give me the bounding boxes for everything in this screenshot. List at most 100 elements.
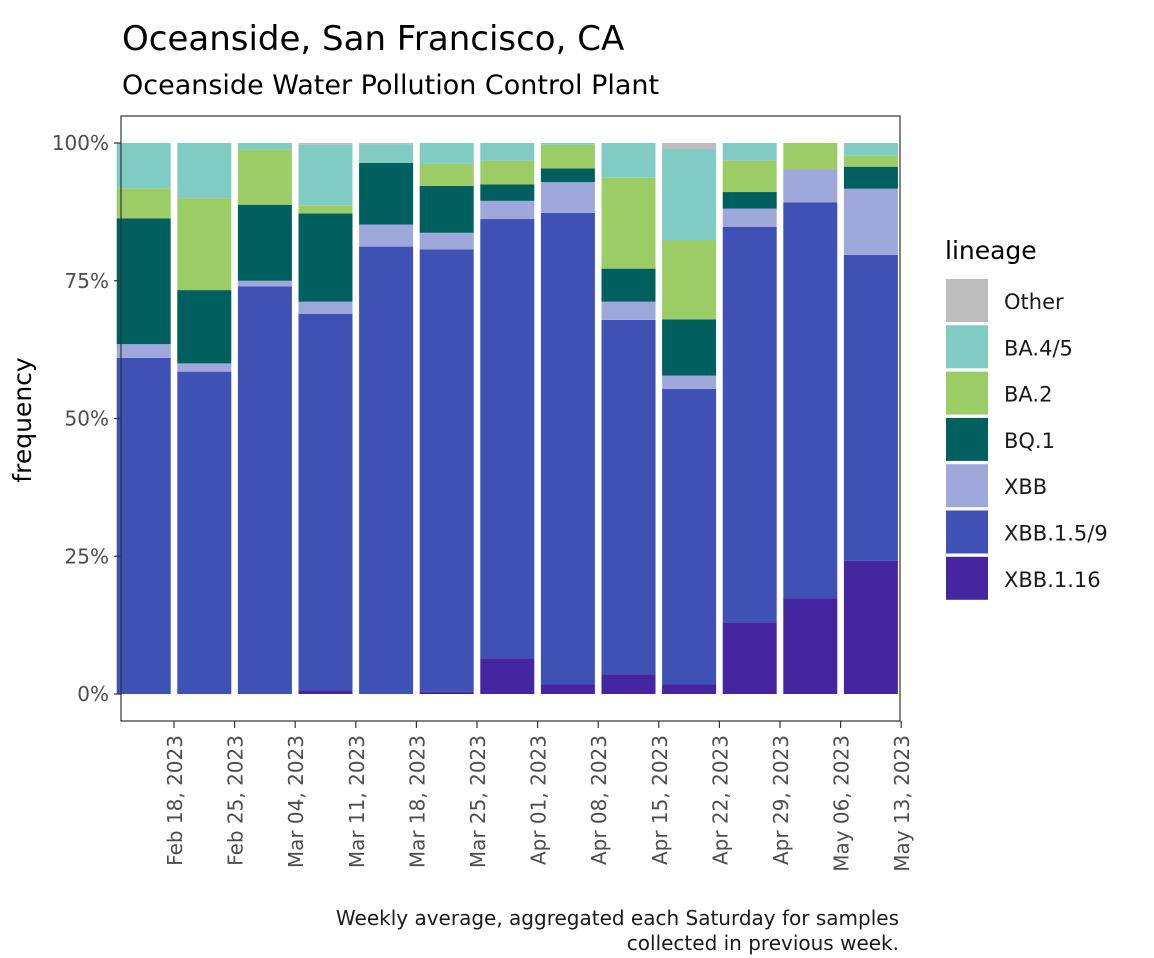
bar-segment-ba-2-5	[419, 163, 474, 186]
bar-segment-xbb-1-16-11	[783, 598, 838, 694]
legend-key-ba-4-5	[946, 325, 988, 369]
y-tick-label-3: 75%	[65, 269, 109, 293]
chart-subtitle: Oceanside Water Pollution Control Plant	[122, 70, 659, 101]
bar-segment-ba-4-5-12	[843, 143, 898, 156]
bar-segment-ba-2-1	[177, 198, 232, 291]
bar-segment-ba-2-11	[783, 143, 838, 170]
bar-segment-ba-2-6	[480, 160, 535, 185]
bar-segment-xbb-4	[359, 224, 414, 247]
legend-key-xbb-1-16	[946, 556, 988, 600]
x-axis: Feb 18, 2023 Feb 25, 2023 Mar 04, 2023 Mar …	[163, 721, 914, 872]
x-tick-label-5: Mar 25, 2023	[466, 735, 490, 868]
bar-segment-ba-4-5-9	[662, 149, 717, 241]
bar-segment-xbb-1-16-5	[419, 691, 474, 694]
bar-segment-other-4	[359, 143, 414, 145]
legend-key-ba-2	[946, 371, 988, 415]
bar-segment-bq-1-9	[662, 319, 717, 376]
bar-segment-xbb-1-5-9-7	[540, 212, 595, 685]
bars-layer	[116, 143, 898, 694]
legend: lineage Other BA.4/5 BA.2 BQ.1 XBB XBB.1.5/9 X…	[945, 236, 1108, 600]
legend-key-xbb	[946, 464, 988, 508]
x-tick-label-0: Feb 18, 2023	[163, 735, 187, 866]
legend-label-xbb-1-16: XBB.1.16	[1004, 568, 1101, 592]
bar-segment-ba-2-12	[843, 155, 898, 167]
bar-segment-ba-4-5-7	[540, 143, 595, 145]
bar-segment-ba-2-8	[601, 177, 656, 269]
x-tick-label-8: Apr 15, 2023	[648, 735, 672, 865]
bar-segment-bq-1-4	[359, 162, 414, 225]
bar-segment-xbb-1-5-9-8	[601, 319, 656, 675]
bar-segment-ba-4-5-4	[359, 144, 414, 163]
legend-label-other: Other	[1004, 290, 1064, 314]
bar-segment-xbb-1-5-9-5	[419, 249, 474, 692]
bar-segment-ba-4-5-10	[722, 143, 777, 161]
bar-segment-ba-4-5-1	[177, 143, 232, 199]
bar-segment-ba-4-5-2	[237, 143, 292, 150]
legend-label-xbb-1-5-9: XBB.1.5/9	[1004, 522, 1108, 546]
bar-segment-xbb-11	[783, 169, 838, 203]
bar-segment-ba-2-3	[298, 205, 353, 214]
x-tick-label-3: Mar 11, 2023	[345, 735, 369, 868]
bar-segment-xbb-1-16-6	[480, 658, 535, 694]
chart-title: Oceanside, San Francisco, CA	[122, 19, 624, 59]
legend-key-bq-1	[946, 417, 988, 461]
legend-key-xbb-1-5-9	[946, 510, 988, 554]
bar-segment-bq-1-6	[480, 184, 535, 201]
bar-segment-bq-1-3	[298, 213, 353, 302]
x-tick-label-12: May 13, 2023	[890, 735, 914, 872]
bar-segment-xbb-1-5-9-11	[783, 202, 838, 599]
bar-segment-xbb-3	[298, 301, 353, 314]
bar-segment-ba-2-0	[116, 188, 171, 219]
legend-items: Other BA.4/5 BA.2 BQ.1 XBB XBB.1.5/9 XBB.1.16	[946, 279, 1108, 600]
legend-label-ba-2: BA.2	[1004, 383, 1052, 407]
bar-segment-bq-1-0	[116, 218, 171, 345]
bar-segment-bq-1-1	[177, 290, 232, 364]
x-tick-label-11: May 06, 2023	[830, 735, 854, 872]
x-tick-label-9: Apr 22, 2023	[708, 735, 732, 865]
y-axis-label: frequency	[8, 357, 37, 483]
bar-segment-xbb-1	[177, 363, 232, 372]
bar-segment-xbb-1-5-9-9	[662, 388, 717, 685]
bar-segment-xbb-1-5-9-1	[177, 371, 232, 694]
bar-segment-xbb-8	[601, 301, 656, 320]
bar-segment-bq-1-7	[540, 168, 595, 183]
bar-segment-bq-1-8	[601, 268, 656, 302]
bar-segment-xbb-6	[480, 200, 535, 220]
legend-title: lineage	[945, 236, 1037, 265]
bar-segment-xbb-1-5-9-4	[359, 246, 414, 694]
bar-segment-xbb-1-5-9-3	[298, 313, 353, 691]
y-tick-label-4: 100%	[52, 131, 109, 155]
y-tick-label-1: 25%	[65, 544, 109, 568]
bar-segment-xbb-1-16-10	[722, 622, 777, 694]
bar-segment-ba-2-9	[662, 240, 717, 320]
bar-segment-xbb-7	[540, 182, 595, 213]
y-axis: 0% 25% 50% 75% 100%	[52, 131, 121, 706]
bar-segment-xbb-9	[662, 375, 717, 389]
x-tick-label-7: Apr 08, 2023	[587, 735, 611, 865]
bar-segment-xbb-12	[843, 188, 898, 255]
bar-segment-ba-4-5-6	[480, 143, 535, 161]
bar-segment-bq-1-10	[722, 192, 777, 209]
bar-segment-xbb-10	[722, 208, 777, 227]
legend-label-bq-1: BQ.1	[1004, 429, 1055, 453]
caption-line-2: collected in previous week.	[627, 931, 899, 955]
legend-key-other	[946, 279, 988, 322]
bar-segment-xbb-1-16-8	[601, 674, 656, 694]
x-tick-label-10: Apr 29, 2023	[769, 735, 793, 865]
bar-segment-xbb-0	[116, 344, 171, 358]
bar-segment-ba-4-5-5	[419, 143, 474, 164]
bar-segment-xbb-1-5-9-10	[722, 226, 777, 623]
legend-label-ba-4-5: BA.4/5	[1004, 336, 1073, 360]
bar-segment-xbb-1-16-3	[298, 690, 353, 694]
bar-segment-ba-4-5-3	[298, 144, 353, 206]
y-tick-label-2: 50%	[65, 407, 109, 431]
y-tick-label-0: 0%	[77, 682, 109, 706]
bar-segment-xbb-1-5-9-0	[116, 357, 171, 694]
bar-segment-other-9	[662, 143, 717, 150]
bar-segment-bq-1-5	[419, 185, 474, 233]
bar-segment-bq-1-12	[843, 166, 898, 189]
x-tick-label-4: Mar 18, 2023	[405, 735, 429, 868]
bar-segment-bq-1-2	[237, 204, 292, 281]
x-tick-label-2: Mar 04, 2023	[284, 735, 308, 868]
bar-segment-xbb-1-16-7	[540, 684, 595, 694]
